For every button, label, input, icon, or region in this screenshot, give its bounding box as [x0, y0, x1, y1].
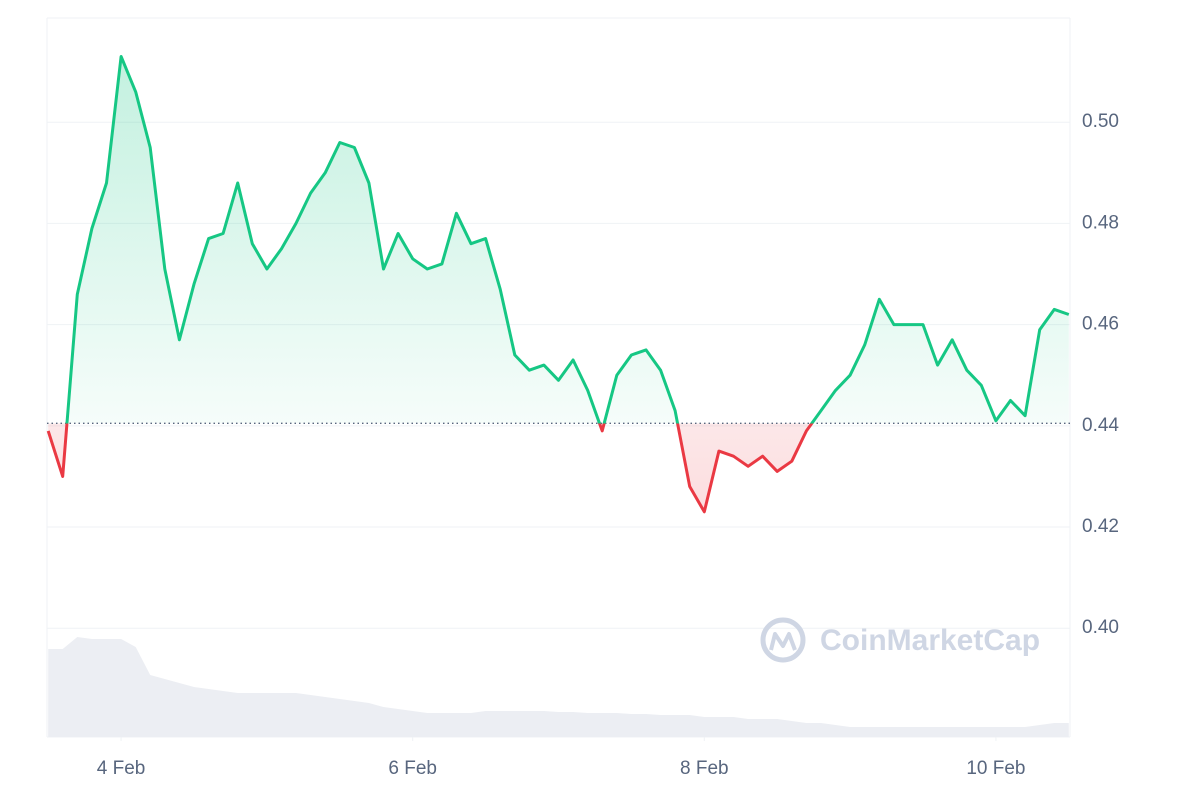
y-tick-label: 0.50 — [1082, 111, 1119, 132]
watermark-logo — [760, 617, 806, 663]
watermark-logo-mark — [769, 632, 797, 651]
plot — [46, 55, 1070, 514]
y-tick-label: 0.48 — [1082, 212, 1119, 233]
x-tick-label: 8 Feb — [680, 758, 729, 779]
axes: 0.40 0.42 0.44 0.46 0.48 0.50 4 Feb 6 Feb 8 Feb 1… — [97, 111, 1120, 779]
volume-area — [48, 637, 1069, 737]
watermark: CoinMarketCap — [760, 617, 1040, 663]
watermark-text: CoinMarketCap — [820, 624, 1040, 657]
price-line — [46, 55, 1070, 514]
y-tick-label: 0.44 — [1082, 415, 1119, 436]
x-tick-label: 4 Feb — [97, 758, 146, 779]
y-tick-label: 0.42 — [1082, 516, 1119, 537]
x-tick-label: 10 Feb — [966, 758, 1025, 779]
volume-layer — [48, 637, 1069, 737]
price-area — [48, 56, 1069, 512]
y-tick-label: 0.40 — [1082, 617, 1119, 638]
x-tick-label: 6 Feb — [388, 758, 437, 779]
y-tick-label: 0.46 — [1082, 314, 1119, 335]
